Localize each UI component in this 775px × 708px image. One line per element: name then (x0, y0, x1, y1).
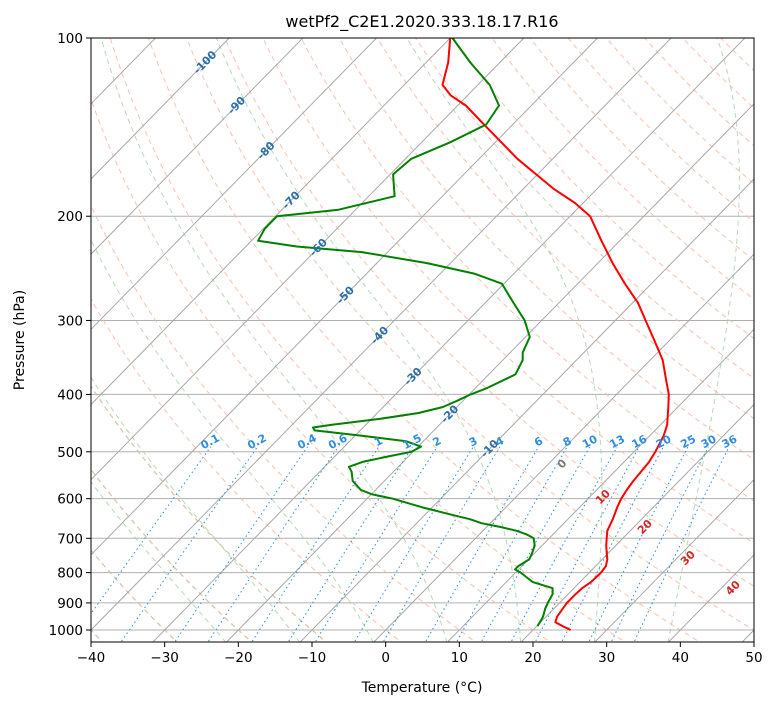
mixing-ratio-label: 16 (630, 432, 650, 451)
mixing-ratio-line (314, 446, 438, 642)
mixing-ratio-line (251, 446, 380, 642)
dry-adiabat (453, 38, 754, 340)
dry-adiabat (91, 298, 402, 642)
mixing-ratio-label: 30 (699, 432, 719, 451)
x-tick-label: 20 (524, 650, 541, 666)
x-tick-label: −40 (77, 650, 106, 666)
y-tick-label: 600 (57, 492, 83, 508)
mixing-ratio-line (610, 446, 709, 642)
x-tick-label: −30 (150, 650, 179, 666)
dry-adiabat (300, 38, 754, 502)
isotherm (91, 38, 304, 255)
isotherm (446, 328, 754, 642)
dry-adiabat (262, 38, 754, 544)
x-tick-label: −20 (224, 650, 253, 666)
isotherm (373, 253, 754, 642)
y-tick-label: 300 (57, 313, 83, 329)
x-tick-label: 0 (381, 650, 390, 666)
isotherm (91, 38, 599, 556)
mixing-ratio-line (174, 446, 308, 642)
moist-adiabat (406, 38, 603, 642)
x-axis-ticks: −40 −30 −20 −10 0 10 20 30 40 50 (77, 642, 763, 666)
chart-title: wetPf2_C2E1.2020.333.18.17.R16 (285, 12, 558, 32)
mixing-ratio-line (534, 446, 640, 642)
x-axis-label: Temperature (°C) (361, 680, 483, 696)
skewed-isotherms (91, 38, 754, 642)
y-tick-label: 900 (57, 596, 83, 612)
mixing-ratio-line (91, 446, 212, 615)
moist-adiabats (91, 38, 740, 642)
isotherm (91, 38, 451, 406)
isotherm (91, 38, 378, 331)
isotherm (152, 38, 746, 642)
y-tick-label: 700 (57, 531, 83, 547)
isotherm (91, 38, 672, 631)
y-axis-ticks: 100 200 300 400 500 600 700 800 900 1000 (49, 31, 91, 639)
x-tick-label: −10 (298, 650, 327, 666)
dry-adiabat (414, 38, 754, 379)
pressure-gridlines (91, 38, 754, 631)
dewpoint-profile (257, 38, 554, 627)
isotherm (91, 38, 230, 180)
sounding-profiles (257, 38, 670, 631)
mixing-ratio-line (207, 446, 339, 642)
x-tick-label: 40 (672, 650, 689, 666)
dry-adiabat (491, 38, 754, 300)
x-tick-label: 10 (451, 650, 468, 666)
dry-adiabat (338, 38, 754, 461)
isotherm (299, 178, 754, 642)
plot-frame (90, 37, 755, 643)
temperature-profile (441, 38, 670, 631)
isotherm (91, 38, 525, 481)
mixing-ratio-label: 36 (720, 432, 740, 451)
mixing-ratio-line (588, 446, 689, 642)
moist-adiabat (91, 238, 374, 642)
y-tick-label: 800 (57, 566, 83, 582)
mixing-ratio-label: 25 (678, 432, 698, 451)
moist-adiabat (667, 38, 740, 642)
mixing-ratio-line (287, 446, 413, 642)
dry-adiabat (91, 468, 253, 642)
mixing-ratio-label: 10 (580, 432, 600, 451)
moist-adiabat (91, 481, 227, 642)
mixing-ratio-label: 13 (607, 432, 627, 451)
dry-adiabat (376, 38, 754, 420)
isotherm (520, 403, 754, 642)
x-tick-label: 30 (598, 650, 615, 666)
mixing-ratio-line (561, 446, 664, 642)
y-tick-label: 200 (57, 209, 83, 225)
y-axis-label: Pressure (hPa) (12, 290, 28, 390)
y-tick-label: 400 (57, 387, 83, 403)
moist-adiabat (100, 38, 448, 642)
mixing-ratio-line (510, 446, 618, 642)
mixing-ratio-line (633, 446, 730, 642)
y-tick-label: 1000 (49, 623, 83, 639)
x-tick-label: 50 (745, 650, 762, 666)
isotherm (594, 478, 754, 642)
dry-adiabat (147, 38, 701, 642)
isotherm (225, 103, 754, 642)
dry-adiabat (91, 97, 552, 642)
y-tick-label: 500 (57, 445, 83, 461)
moist-adiabat (91, 376, 300, 642)
y-tick-label: 100 (57, 31, 83, 47)
dry-adiabat (224, 38, 754, 587)
mixing-ratio-label: 20 (654, 432, 674, 451)
mixing-ratio-line (455, 446, 568, 642)
